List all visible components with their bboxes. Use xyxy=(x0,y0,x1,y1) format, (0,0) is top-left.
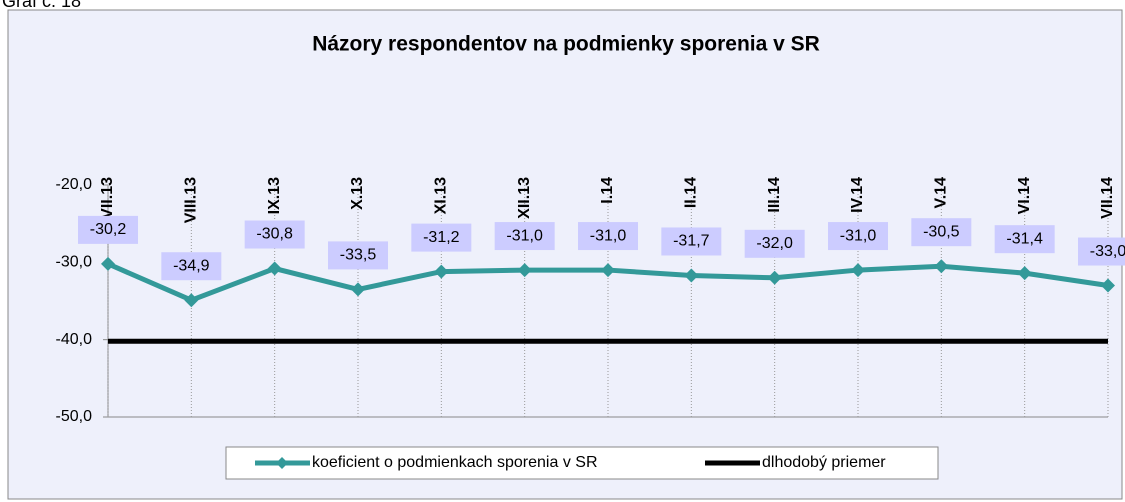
data-point xyxy=(601,263,615,278)
data-label: -30,8 xyxy=(256,226,293,243)
x-tick-label: XI.13 xyxy=(433,177,450,214)
data-label: -30,2 xyxy=(90,221,127,238)
legend-label: koeficient o podmienkach sporenia v SR xyxy=(312,454,598,471)
data-label-box xyxy=(244,220,305,249)
x-tick-label: III.14 xyxy=(766,177,783,213)
x-tick-label: I.14 xyxy=(599,177,616,204)
x-tick-label: V.14 xyxy=(933,177,950,209)
y-tick-label: -30,0 xyxy=(56,254,93,271)
x-tick-label: IV.14 xyxy=(849,177,866,213)
data-point xyxy=(351,282,365,297)
data-label: -31,0 xyxy=(590,227,627,244)
data-label: -34,9 xyxy=(173,257,210,274)
y-tick-label: -40,0 xyxy=(56,331,93,348)
data-label: -31,0 xyxy=(840,227,877,244)
data-label-box xyxy=(161,252,222,281)
y-tick-label: -50,0 xyxy=(56,408,93,425)
caption: Graf č. 18 xyxy=(2,0,81,11)
legend-marker xyxy=(276,457,288,469)
data-label-box xyxy=(911,218,972,247)
data-label: -30,5 xyxy=(923,223,960,240)
data-point xyxy=(434,264,449,279)
data-label-box xyxy=(411,223,472,252)
data-label-box xyxy=(661,227,722,256)
x-tick-label: IX.13 xyxy=(266,177,283,214)
data-label: -31,2 xyxy=(423,229,460,246)
data-label-box xyxy=(744,229,805,258)
data-point xyxy=(684,268,699,283)
x-tick-label: VIII.13 xyxy=(183,177,200,223)
data-label: -33,0 xyxy=(1090,243,1125,260)
data-label-box xyxy=(78,215,138,244)
data-label-box xyxy=(578,222,638,251)
data-label: -31,0 xyxy=(506,227,543,244)
chart-title: Názory respondentov na podmienky sporeni… xyxy=(312,33,820,56)
data-point xyxy=(184,293,199,308)
data-point xyxy=(767,270,782,285)
data-label: -33,5 xyxy=(340,247,377,264)
data-label-box xyxy=(328,241,388,270)
x-tick-label: II.14 xyxy=(683,177,700,208)
data-label: -32,0 xyxy=(756,235,793,252)
x-tick-label: VII.14 xyxy=(1099,177,1116,219)
data-label: -31,4 xyxy=(1006,230,1043,247)
data-point xyxy=(517,263,532,278)
data-label-box xyxy=(828,222,888,251)
data-label: -31,7 xyxy=(673,233,710,250)
data-point xyxy=(934,259,949,274)
legend xyxy=(225,446,939,480)
data-point xyxy=(851,263,865,278)
x-tick-label: VII.13 xyxy=(99,177,116,219)
data-point xyxy=(267,261,282,276)
data-label-box xyxy=(994,225,1055,254)
x-tick-label: X.13 xyxy=(349,177,366,210)
data-label-box xyxy=(1078,237,1125,266)
legend-label: dlhodobý priemer xyxy=(762,454,886,471)
data-point xyxy=(1017,266,1032,281)
data-point xyxy=(101,256,115,271)
x-tick-label: VI.14 xyxy=(1016,177,1033,214)
x-tick-label: XII.13 xyxy=(516,177,533,219)
data-point xyxy=(1101,278,1115,293)
y-tick-label: -20,0 xyxy=(56,176,93,193)
data-label-box xyxy=(494,222,555,251)
